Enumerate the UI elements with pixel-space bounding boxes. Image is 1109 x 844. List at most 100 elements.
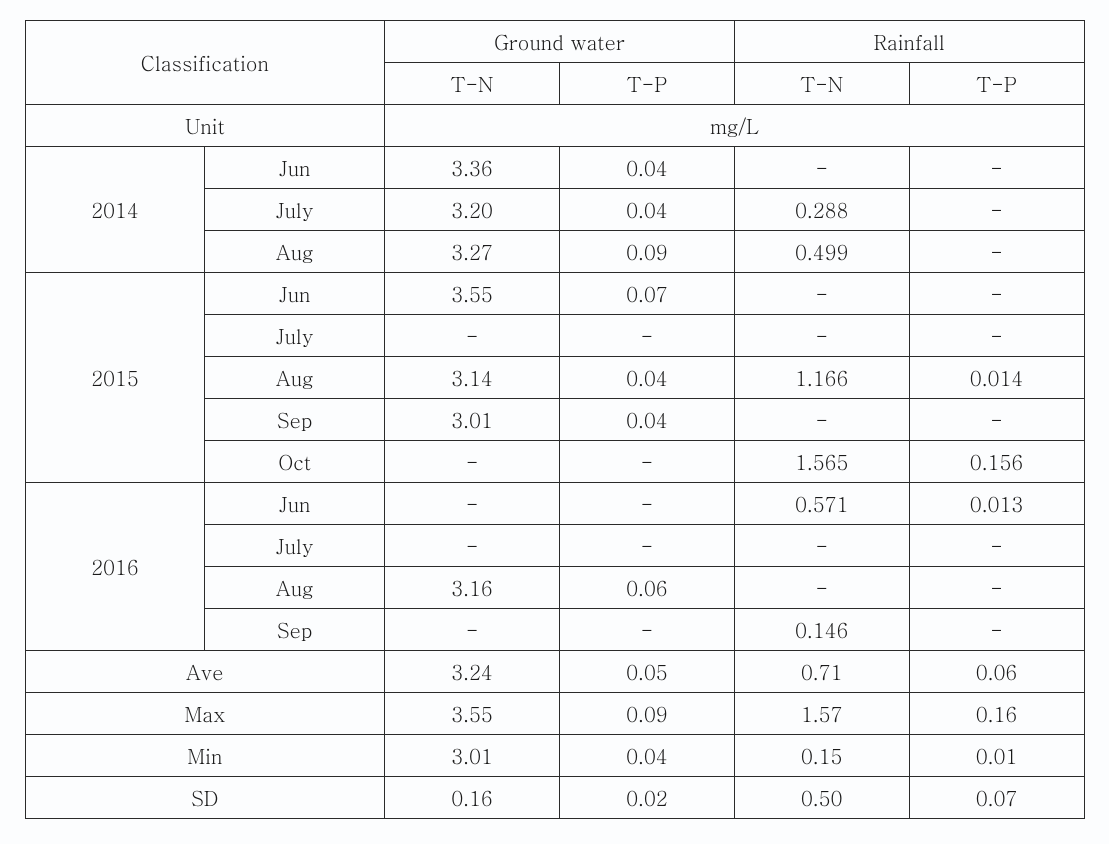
value-cell: - [909, 315, 1084, 357]
value-cell: - [385, 609, 560, 651]
value-cell: - [909, 189, 1084, 231]
month-cell: Aug [205, 231, 385, 273]
value-cell: - [909, 231, 1084, 273]
value-cell: 3.01 [385, 399, 560, 441]
value-cell: - [734, 525, 909, 567]
year-label: 2016 [25, 483, 205, 651]
value-cell: 0.07 [559, 273, 734, 315]
value-cell: 3.14 [385, 357, 560, 399]
value-cell: 0.09 [559, 693, 734, 735]
value-cell: 0.06 [559, 567, 734, 609]
value-cell: 0.04 [559, 189, 734, 231]
value-cell: - [734, 147, 909, 189]
value-cell: 3.01 [385, 735, 560, 777]
unit-label: Unit [25, 105, 385, 147]
value-cell: 0.04 [559, 147, 734, 189]
value-cell: - [909, 567, 1084, 609]
value-cell: - [909, 609, 1084, 651]
table-row: 2014 Jun 3.36 0.04 - - [25, 147, 1084, 189]
year-label: 2015 [25, 273, 205, 483]
summary-row: Ave 3.24 0.05 0.71 0.06 [25, 651, 1084, 693]
value-cell: - [559, 609, 734, 651]
header-rf-tp: T-P [909, 63, 1084, 105]
header-ground-water: Ground water [385, 21, 735, 63]
value-cell: - [909, 273, 1084, 315]
value-cell: 0.16 [909, 693, 1084, 735]
month-cell: Aug [205, 357, 385, 399]
value-cell: 0.71 [734, 651, 909, 693]
value-cell: 0.05 [559, 651, 734, 693]
summary-label: Max [25, 693, 385, 735]
value-cell: 1.565 [734, 441, 909, 483]
summary-row: Min 3.01 0.04 0.15 0.01 [25, 735, 1084, 777]
value-cell: 0.571 [734, 483, 909, 525]
value-cell: 0.04 [559, 735, 734, 777]
value-cell: - [734, 567, 909, 609]
month-cell: July [205, 189, 385, 231]
summary-label: Ave [25, 651, 385, 693]
header-classification: Classification [25, 21, 385, 105]
value-cell: 1.166 [734, 357, 909, 399]
value-cell: 0.146 [734, 609, 909, 651]
month-cell: Jun [205, 273, 385, 315]
summary-row: Max 3.55 0.09 1.57 0.16 [25, 693, 1084, 735]
value-cell: - [559, 483, 734, 525]
value-cell: 3.55 [385, 273, 560, 315]
value-cell: - [559, 525, 734, 567]
value-cell: 3.27 [385, 231, 560, 273]
value-cell: 0.156 [909, 441, 1084, 483]
summary-row: SD 0.16 0.02 0.50 0.07 [25, 777, 1084, 819]
value-cell: 3.36 [385, 147, 560, 189]
water-quality-table: Classification Ground water Rainfall T-N… [25, 20, 1085, 819]
value-cell: 0.15 [734, 735, 909, 777]
table-row: 2015 Jun 3.55 0.07 - - [25, 273, 1084, 315]
value-cell: 3.16 [385, 567, 560, 609]
value-cell: - [909, 147, 1084, 189]
month-cell: Jun [205, 483, 385, 525]
value-cell: 0.04 [559, 357, 734, 399]
value-cell: 0.07 [909, 777, 1084, 819]
value-cell: 0.02 [559, 777, 734, 819]
value-cell: 0.16 [385, 777, 560, 819]
unit-value: mg/L [385, 105, 1084, 147]
value-cell: 0.014 [909, 357, 1084, 399]
value-cell: 0.01 [909, 735, 1084, 777]
month-cell: Aug [205, 567, 385, 609]
table-row: 2016 Jun - - 0.571 0.013 [25, 483, 1084, 525]
value-cell: - [909, 525, 1084, 567]
month-cell: July [205, 315, 385, 357]
value-cell: - [385, 315, 560, 357]
header-gw-tn: T-N [385, 63, 560, 105]
value-cell: 0.499 [734, 231, 909, 273]
month-cell: Oct [205, 441, 385, 483]
value-cell: 0.04 [559, 399, 734, 441]
value-cell: - [559, 315, 734, 357]
value-cell: - [734, 273, 909, 315]
header-rf-tn: T-N [734, 63, 909, 105]
value-cell: - [385, 525, 560, 567]
value-cell: - [559, 441, 734, 483]
header-row-1: Classification Ground water Rainfall [25, 21, 1084, 63]
value-cell: 1.57 [734, 693, 909, 735]
value-cell: 3.24 [385, 651, 560, 693]
value-cell: 0.288 [734, 189, 909, 231]
unit-row: Unit mg/L [25, 105, 1084, 147]
month-cell: Sep [205, 399, 385, 441]
value-cell: 0.06 [909, 651, 1084, 693]
value-cell: 0.50 [734, 777, 909, 819]
month-cell: Sep [205, 609, 385, 651]
value-cell: - [734, 399, 909, 441]
value-cell: 3.55 [385, 693, 560, 735]
summary-label: Min [25, 735, 385, 777]
header-rainfall: Rainfall [734, 21, 1084, 63]
value-cell: - [734, 315, 909, 357]
value-cell: - [385, 441, 560, 483]
value-cell: 0.013 [909, 483, 1084, 525]
month-cell: Jun [205, 147, 385, 189]
month-cell: July [205, 525, 385, 567]
summary-label: SD [25, 777, 385, 819]
value-cell: - [909, 399, 1084, 441]
value-cell: - [385, 483, 560, 525]
header-gw-tp: T-P [559, 63, 734, 105]
value-cell: 3.20 [385, 189, 560, 231]
